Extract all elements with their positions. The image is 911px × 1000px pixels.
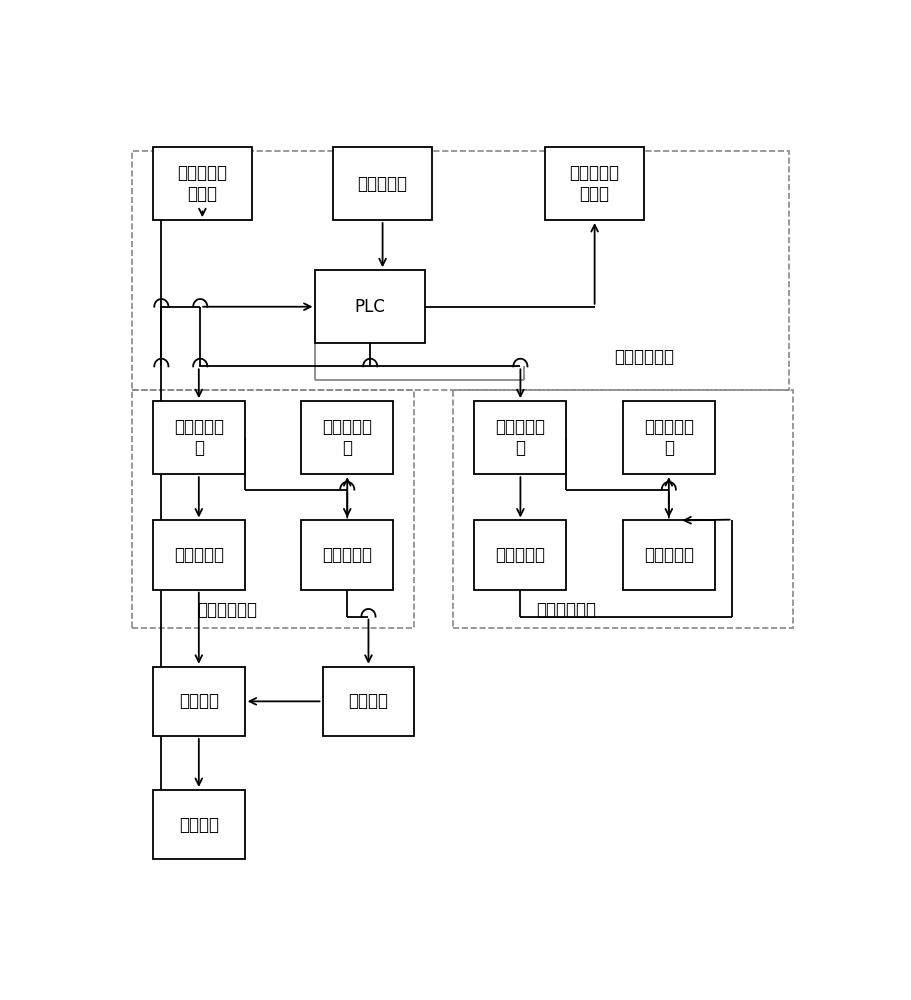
Text: 第一整流电
路: 第一整流电 路 (322, 418, 372, 457)
Text: PLC: PLC (354, 298, 385, 316)
Bar (131, 389, 414, 628)
Bar (622, 520, 714, 590)
Bar (153, 520, 244, 590)
Bar (453, 389, 792, 628)
Text: 第二切换单元: 第二切换单元 (536, 601, 596, 619)
Text: 第一超级电
容组件: 第一超级电 容组件 (177, 164, 227, 203)
Bar (474, 401, 566, 474)
Bar (622, 401, 714, 474)
Text: 第一切换单元: 第一切换单元 (197, 601, 257, 619)
Text: 发电组件: 发电组件 (348, 692, 388, 710)
Text: 第一逆变电
路: 第一逆变电 路 (174, 418, 223, 457)
Bar (131, 151, 788, 389)
Text: 第二逆变组
件: 第二逆变组 件 (495, 418, 545, 457)
Bar (301, 520, 393, 590)
Bar (153, 401, 244, 474)
Bar (315, 270, 425, 343)
Text: 监测电路: 监测电路 (179, 816, 219, 834)
Bar (545, 147, 643, 220)
Bar (474, 520, 566, 590)
Bar (301, 401, 393, 474)
Bar (153, 147, 251, 220)
Bar (153, 790, 244, 859)
Text: 第二整流电
路: 第二整流电 路 (643, 418, 693, 457)
Text: 第二超级电
容组件: 第二超级电 容组件 (569, 164, 619, 203)
Text: 控制转换组件: 控制转换组件 (613, 348, 673, 366)
Text: 第四接触器: 第四接触器 (643, 546, 693, 564)
Text: 第二接触器: 第二接触器 (322, 546, 372, 564)
Text: 蓄电池组件: 蓄电池组件 (357, 175, 407, 193)
Bar (333, 147, 432, 220)
Bar (322, 667, 414, 736)
Bar (153, 667, 244, 736)
Text: 第一接触器: 第一接触器 (174, 546, 223, 564)
Text: 第三接触器: 第三接触器 (495, 546, 545, 564)
Text: 驱动组件: 驱动组件 (179, 692, 219, 710)
